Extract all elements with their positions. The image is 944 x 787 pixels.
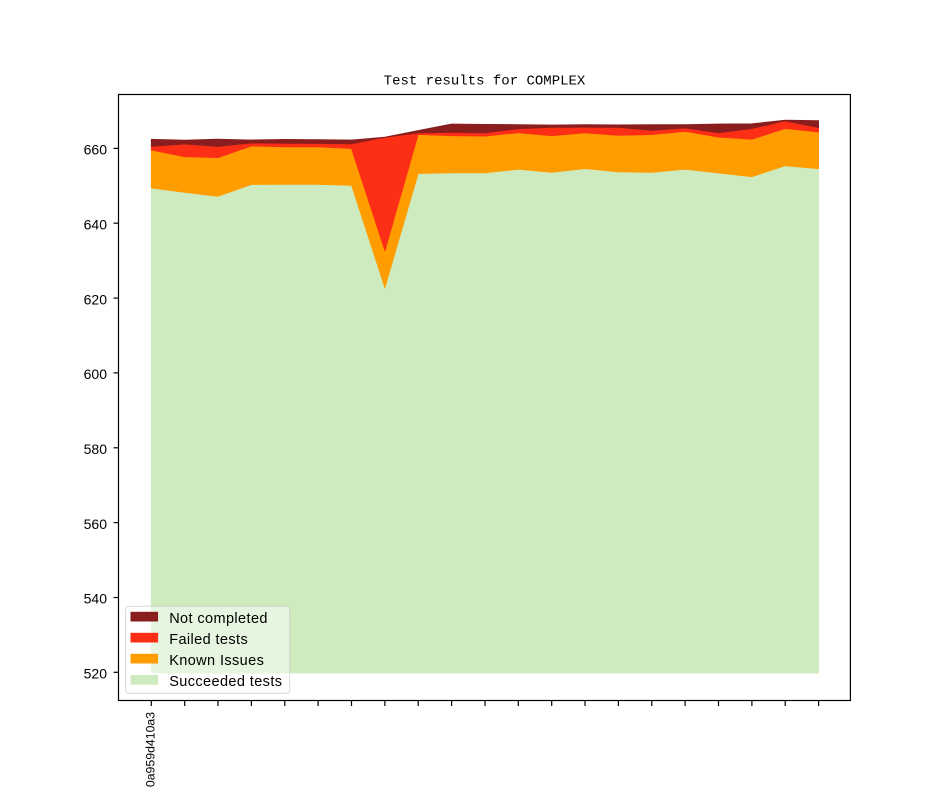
svg-text:540: 540 bbox=[84, 591, 108, 607]
svg-text:600: 600 bbox=[84, 366, 108, 382]
svg-text:Test results for COMPLEX: Test results for COMPLEX bbox=[384, 74, 586, 90]
svg-text:Known Issues: Known Issues bbox=[169, 653, 264, 669]
svg-text:620: 620 bbox=[84, 291, 108, 307]
svg-text:520: 520 bbox=[84, 666, 108, 682]
svg-text:640: 640 bbox=[84, 216, 108, 232]
svg-text:560: 560 bbox=[84, 516, 108, 532]
svg-text:20240611-0a959d410a3: 20240611-0a959d410a3 bbox=[143, 712, 157, 787]
svg-text:580: 580 bbox=[84, 441, 108, 457]
svg-text:Succeeded tests: Succeeded tests bbox=[169, 674, 282, 690]
svg-text:Not completed: Not completed bbox=[169, 611, 268, 627]
svg-text:660: 660 bbox=[84, 142, 108, 158]
svg-text:Failed tests: Failed tests bbox=[169, 632, 248, 648]
